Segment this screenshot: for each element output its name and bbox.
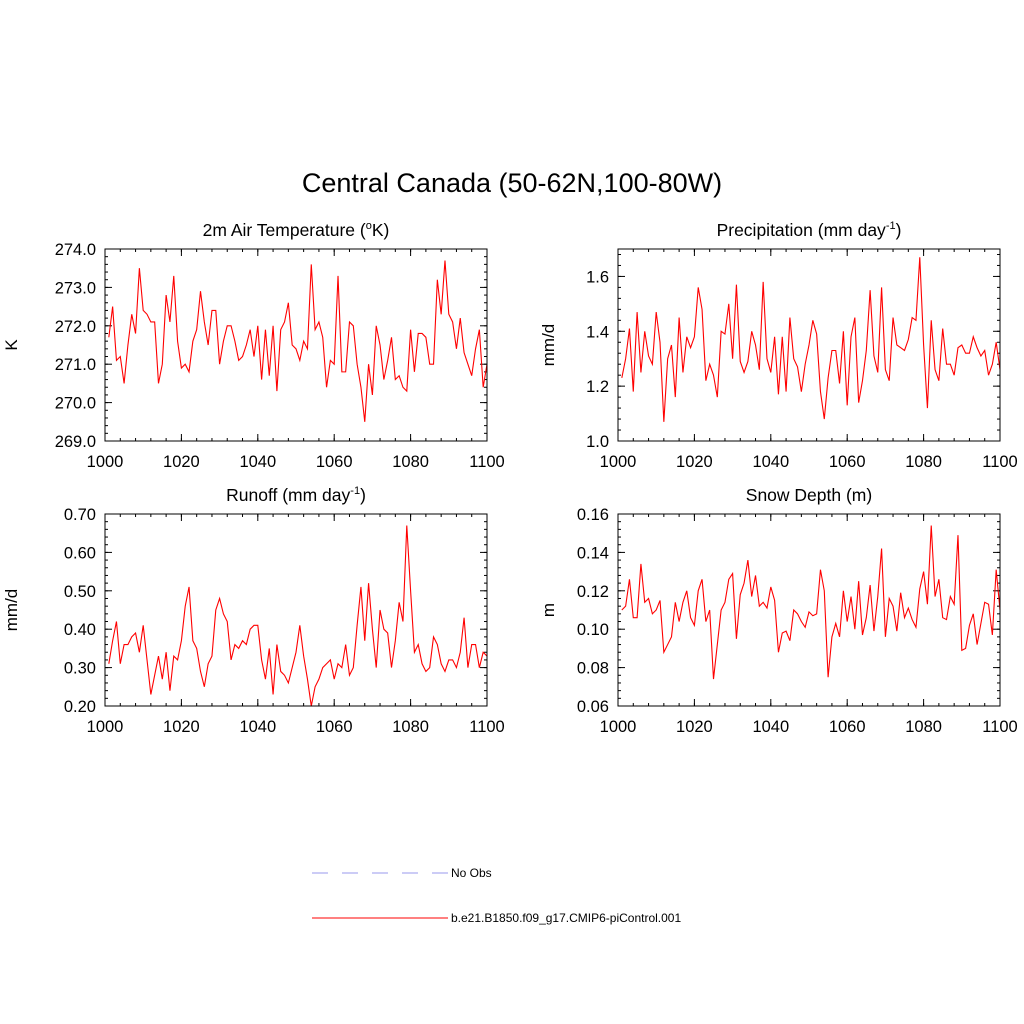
- panel-precipitation: Precipitation (mm day-1) 1000 1020 1040 1060…: [539, 220, 1018, 471]
- y-tick-label: 0.30: [64, 660, 96, 678]
- y-tick-label: 0.12: [577, 583, 609, 601]
- y-axis-label: mm/d: [539, 324, 558, 367]
- panel-air-temperature: 2m Air Temperature (oK) 1000 1020 1040 1060 1…: [2, 220, 505, 471]
- y-tick-label: 0.14: [577, 544, 609, 562]
- y-tick-label: 0.08: [577, 660, 609, 678]
- y-tick-label: 0.16: [577, 506, 609, 524]
- panel-snow-depth: Snow Depth (m) 1000 1020 1040 1060 1080 1100 0.…: [539, 485, 1018, 736]
- plot-frame: [617, 513, 1001, 707]
- x-tick-label: 1000: [87, 718, 124, 736]
- y-tick-label: 0.06: [577, 698, 609, 716]
- x-tick-label: 1040: [239, 718, 276, 736]
- y-tick-label: 1.6: [586, 268, 609, 286]
- y-tick-label: 1.0: [586, 433, 609, 451]
- x-tick-label: 1000: [87, 453, 124, 471]
- y-tick-label: 0.40: [64, 621, 96, 639]
- x-tick-label: 1100: [469, 453, 504, 471]
- y-tick-label: 269.0: [55, 433, 96, 451]
- y-tick-label: 0.60: [64, 544, 96, 562]
- x-tick-label: 1080: [905, 718, 942, 736]
- chart-title: Snow Depth (m): [746, 485, 872, 505]
- y-tick-label: 274.0: [55, 241, 96, 259]
- x-tick-label: 1100: [982, 453, 1017, 471]
- plot-frame: [104, 513, 488, 707]
- x-tick-label: 1100: [982, 718, 1017, 736]
- chart-title: 2m Air Temperature (oK): [203, 220, 390, 240]
- panel-runoff: Runoff (mm day-1) 1000 1020 1040 1060 1080 110…: [2, 485, 505, 736]
- x-tick-label: 1060: [829, 718, 866, 736]
- x-tick-label: 1080: [392, 718, 429, 736]
- series-line-precipitation: [621, 257, 1001, 422]
- y-tick-label: 271.0: [55, 356, 96, 374]
- chart-title: Precipitation (mm day-1): [717, 220, 902, 240]
- series-line-runoff: [108, 525, 488, 707]
- x-tick-label: 1060: [316, 718, 353, 736]
- y-tick-label: 0.50: [64, 583, 96, 601]
- y-tick-label: 1.4: [586, 323, 609, 341]
- plot-frame: [617, 248, 1001, 442]
- x-tick-label: 1080: [905, 453, 942, 471]
- plot-frame: [104, 248, 488, 442]
- y-tick-label: 1.2: [586, 378, 609, 396]
- x-tick-label: 1060: [316, 453, 353, 471]
- y-tick-label: 0.70: [64, 506, 96, 524]
- x-tick-label: 1020: [163, 453, 200, 471]
- y-axis-label: mm/d: [2, 589, 21, 632]
- y-axis-label: m: [539, 603, 558, 617]
- x-tick-label: 1020: [163, 718, 200, 736]
- y-tick-label: 0.10: [577, 621, 609, 639]
- x-tick-label: 1020: [676, 718, 713, 736]
- y-tick-label: 0.20: [64, 698, 96, 716]
- legend: No Obs b.e21.B1850.f09_g17.CMIP6-piContr…: [312, 866, 681, 925]
- x-tick-label: 1000: [600, 718, 637, 736]
- y-axis-label: K: [2, 339, 21, 351]
- series-line-air-temperature: [108, 260, 488, 422]
- x-tick-label: 1060: [829, 453, 866, 471]
- legend-label-no-obs: No Obs: [451, 866, 492, 880]
- x-tick-label: 1080: [392, 453, 429, 471]
- x-tick-label: 1100: [469, 718, 504, 736]
- legend-label-model: b.e21.B1850.f09_g17.CMIP6-piControl.001: [451, 911, 681, 925]
- x-tick-label: 1040: [239, 453, 276, 471]
- x-tick-label: 1020: [676, 453, 713, 471]
- chart-title: Runoff (mm day-1): [226, 485, 366, 505]
- series-line-snow-depth: [621, 525, 1001, 680]
- x-tick-label: 1040: [752, 453, 789, 471]
- x-tick-label: 1040: [752, 718, 789, 736]
- y-tick-label: 272.0: [55, 318, 96, 336]
- y-tick-label: 273.0: [55, 279, 96, 297]
- page-title: Central Canada (50-62N,100-80W): [301, 168, 723, 198]
- y-tick-label: 270.0: [55, 395, 96, 413]
- x-tick-label: 1000: [600, 453, 637, 471]
